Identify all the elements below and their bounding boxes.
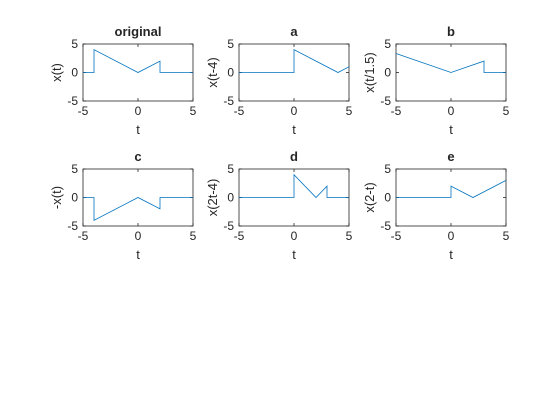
y-axis-label: x(2-t) <box>362 182 377 212</box>
x-tick-label: 5 <box>503 229 510 243</box>
subplot-title: c <box>134 149 141 164</box>
y-tick-label: 5 <box>384 37 391 51</box>
y-tick-label: 5 <box>227 162 234 176</box>
series-line <box>239 49 350 73</box>
x-tick-label: 0 <box>291 104 298 118</box>
y-tick-label: 0 <box>384 66 391 80</box>
subplot-title: original <box>115 24 162 39</box>
y-tick-label: -5 <box>67 219 78 233</box>
subplot-3: -5 0 5 -5 0 5 b t x(t/1.5) <box>362 24 510 137</box>
x-tick-label: 0 <box>135 104 142 118</box>
y-tick-label: 5 <box>71 162 78 176</box>
y-tick-label: -5 <box>380 219 391 233</box>
x-tick-label: 5 <box>346 229 353 243</box>
series-line <box>396 180 507 198</box>
series-line <box>395 53 506 73</box>
y-axis-label: x(2t-4) <box>205 179 220 217</box>
y-tick-label: 5 <box>384 162 391 176</box>
subplot-title: b <box>447 24 455 39</box>
y-tick-label: -5 <box>380 94 391 108</box>
subplot-1: -5 0 5 -5 0 5 original t x(t) <box>49 24 197 137</box>
x-tick-label: 5 <box>190 104 197 118</box>
series-line <box>83 49 193 73</box>
x-axis-label: t <box>136 122 140 137</box>
subplot-title: a <box>290 24 298 39</box>
x-tick-label: 0 <box>291 229 298 243</box>
x-tick-label: 0 <box>135 229 142 243</box>
y-axis-label: x(t) <box>49 63 64 82</box>
subplot-5: -5 0 5 -5 0 5 d t x(2t-4) <box>205 149 353 262</box>
x-axis-label: t <box>136 247 140 262</box>
x-tick-label: 5 <box>503 104 510 118</box>
x-tick-label: 0 <box>448 104 455 118</box>
x-tick-label: -5 <box>234 229 245 243</box>
x-tick-label: -5 <box>234 104 245 118</box>
x-tick-label: 5 <box>346 104 353 118</box>
y-tick-label: 0 <box>227 66 234 80</box>
y-tick-label: 0 <box>384 191 391 205</box>
subplot-title: d <box>290 149 298 164</box>
series-line <box>83 197 193 221</box>
x-tick-label: -5 <box>391 104 402 118</box>
subplot-4: -5 0 5 -5 0 5 c t -x(t) <box>49 149 197 262</box>
y-axis-label: x(t-4) <box>205 57 220 87</box>
x-tick-label: -5 <box>391 229 402 243</box>
x-tick-label: 0 <box>448 229 455 243</box>
y-axis-label: x(t/1.5) <box>362 52 377 92</box>
y-tick-label: 0 <box>71 66 78 80</box>
x-tick-label: -5 <box>78 104 89 118</box>
subplot-6: -5 0 5 -5 0 5 e t x(2-t) <box>362 149 510 262</box>
x-axis-label: t <box>292 247 296 262</box>
x-tick-label: -5 <box>78 229 89 243</box>
x-axis-label: t <box>292 122 296 137</box>
y-tick-label: -5 <box>67 94 78 108</box>
y-tick-label: 0 <box>71 191 78 205</box>
y-tick-label: -5 <box>223 94 234 108</box>
subplot-2: -5 0 5 -5 0 5 a t x(t-4) <box>205 24 353 137</box>
subplot-title: e <box>447 149 454 164</box>
series-line <box>239 173 349 199</box>
x-axis-label: t <box>449 247 453 262</box>
x-axis-label: t <box>449 122 453 137</box>
y-tick-label: 0 <box>227 191 234 205</box>
y-tick-label: -5 <box>223 219 234 233</box>
x-tick-label: 5 <box>190 229 197 243</box>
y-axis-label: -x(t) <box>49 186 64 209</box>
y-tick-label: 5 <box>227 37 234 51</box>
y-tick-label: 5 <box>71 37 78 51</box>
